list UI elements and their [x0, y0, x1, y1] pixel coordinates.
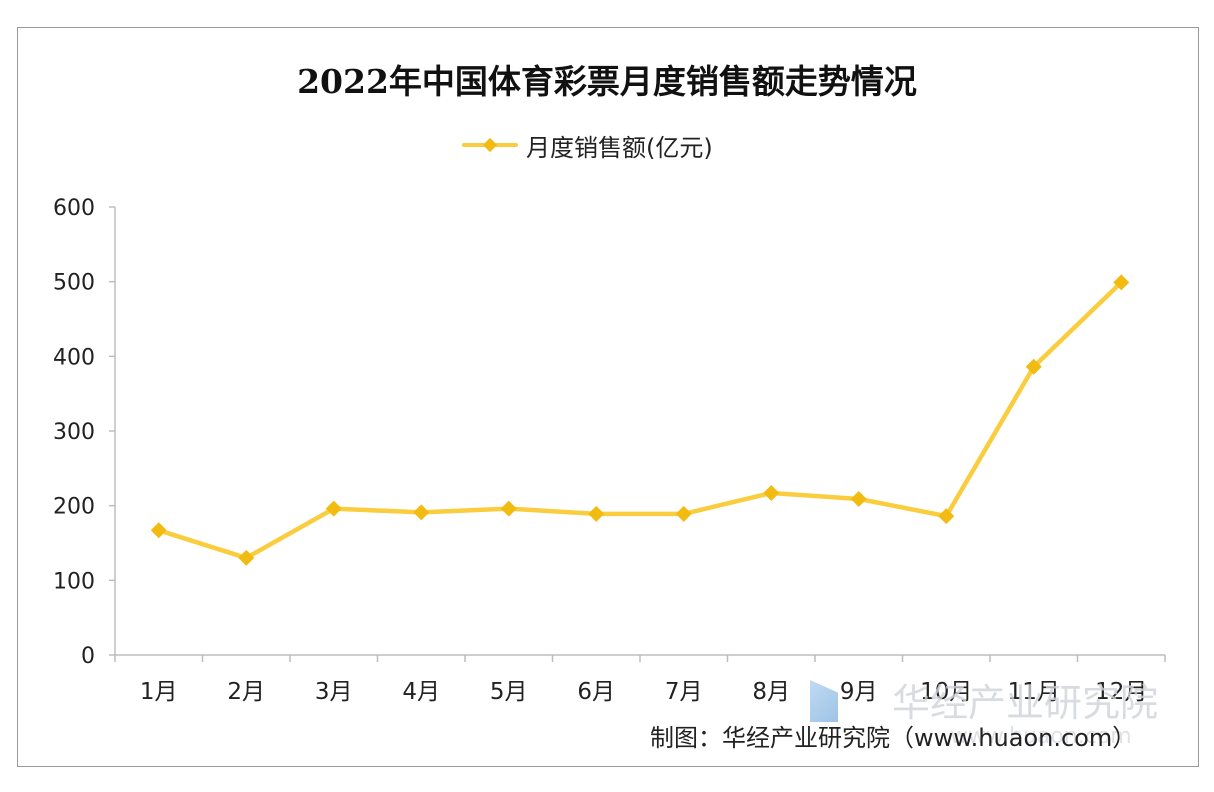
data-point — [850, 490, 867, 507]
series-line — [156, 280, 1124, 561]
x-tick-label: 6月 — [577, 679, 615, 705]
legend: 月度销售额(亿元) — [462, 128, 713, 162]
x-tick-label: 5月 — [490, 679, 528, 705]
legend-label: 月度销售额(亿元) — [526, 133, 713, 162]
data-point — [763, 484, 780, 501]
x-tick-label: 10月 — [920, 679, 972, 705]
x-tick-label: 9月 — [840, 679, 878, 705]
x-tick-label: 4月 — [402, 679, 440, 705]
y-tick-label: 300 — [53, 420, 95, 445]
watermark-url: www.huaon.com — [950, 724, 1132, 749]
y-tick-label: 200 — [53, 495, 95, 520]
data-point — [325, 500, 342, 517]
data-point — [1025, 358, 1042, 375]
data-point — [938, 508, 955, 525]
y-tick-label: 0 — [81, 644, 95, 669]
chart-title: 2022年中国体育彩票月度销售额走势情况 — [297, 62, 917, 101]
chart-frame — [17, 27, 1199, 767]
y-tick-label: 400 — [53, 345, 95, 370]
x-tick-label: 3月 — [315, 679, 353, 705]
x-tick-label: 7月 — [665, 679, 703, 705]
legend-swatch — [462, 137, 518, 153]
x-tick-label: 1月 — [140, 679, 178, 705]
data-point — [1113, 274, 1130, 291]
y-tick-label: 600 — [53, 196, 95, 221]
data-point — [588, 505, 605, 522]
x-tick-label: 2月 — [227, 679, 265, 705]
source-note: 制图：华经产业研究院（www.huaon.com） — [650, 724, 1137, 752]
data-point — [150, 522, 167, 539]
y-tick-label: 500 — [53, 271, 95, 296]
data-point — [238, 549, 255, 566]
x-tick-label: 12月 — [1095, 679, 1147, 705]
x-tick-label: 11月 — [1008, 679, 1060, 705]
y-tick-label: 100 — [53, 569, 95, 594]
data-point — [500, 500, 517, 517]
data-point — [413, 504, 430, 521]
data-point — [675, 505, 692, 522]
x-tick-label: 8月 — [752, 679, 790, 705]
watermark-text: 华经产业研究院 — [892, 681, 1159, 725]
